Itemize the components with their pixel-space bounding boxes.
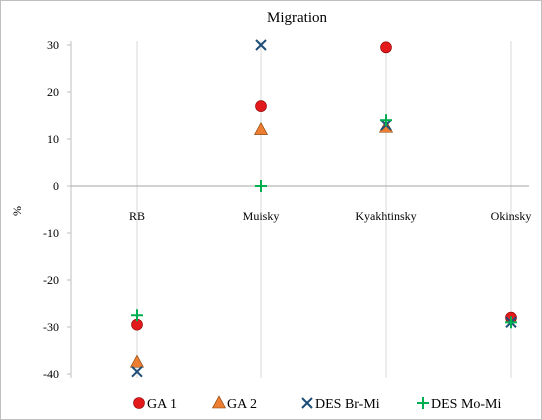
category-label: RB [129, 209, 145, 223]
category-labels: RB Muisky Kyakhtinsky Okinsky [129, 209, 531, 223]
legend-marker-triangle [211, 395, 227, 409]
point-plus-1 [255, 180, 267, 192]
point-triangle-0 [129, 354, 145, 368]
category-label: Muisky [243, 209, 280, 223]
y-axis-label: % [10, 206, 24, 216]
y-tick-label: -30 [43, 320, 59, 334]
point-triangle-1 [253, 121, 269, 135]
data-points [129, 39, 517, 378]
y-tick-label: 20 [47, 85, 59, 99]
legend-label: GA 1 [147, 397, 177, 412]
grid-lines [136, 41, 512, 378]
legend: GA 1 GA 2 DES Br-Mi DES Mo-Mi [133, 395, 502, 412]
point-x-0 [131, 365, 143, 378]
category-label: Okinsky [491, 209, 532, 223]
chart-title: Migration [267, 10, 327, 26]
legend-marker-x [301, 397, 313, 409]
legend-label: DES Br-Mi [315, 397, 380, 412]
legend-marker-plus [417, 397, 429, 409]
y-tick-label: -20 [43, 273, 59, 287]
axes [70, 41, 529, 378]
category-label: Kyakhtinsky [355, 209, 416, 223]
legend-label: DES Mo-Mi [431, 397, 502, 412]
y-tick-label: 10 [47, 132, 59, 146]
y-tick-label: 0 [53, 179, 59, 193]
y-tick-label: -10 [43, 226, 59, 240]
point-circle-1 [255, 100, 267, 112]
point-plus-0 [131, 309, 143, 322]
point-circle-2 [380, 41, 392, 54]
point-plus-2 [380, 114, 392, 127]
point-plus-3 [505, 316, 517, 329]
legend-label: GA 2 [227, 397, 257, 412]
legend-marker-circle [133, 397, 145, 409]
y-tick-label: -40 [43, 367, 59, 381]
y-tick-label: 30 [47, 38, 59, 52]
point-x-1 [255, 39, 267, 51]
y-tick-labels: 30 20 10 0 -10 -20 -30 -40 [43, 38, 71, 381]
